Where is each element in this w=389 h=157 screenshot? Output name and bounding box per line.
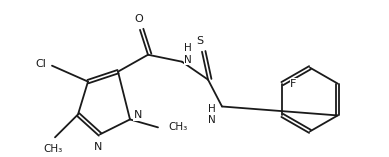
Text: CH₃: CH₃ bbox=[168, 122, 187, 132]
Text: H
N: H N bbox=[184, 43, 192, 65]
Text: N: N bbox=[94, 142, 102, 152]
Text: O: O bbox=[135, 14, 144, 24]
Text: S: S bbox=[196, 36, 203, 46]
Text: F: F bbox=[290, 79, 297, 89]
Text: Cl: Cl bbox=[35, 59, 46, 69]
Text: N: N bbox=[134, 110, 142, 120]
Text: H
N: H N bbox=[208, 104, 216, 125]
Text: CH₃: CH₃ bbox=[44, 144, 63, 154]
